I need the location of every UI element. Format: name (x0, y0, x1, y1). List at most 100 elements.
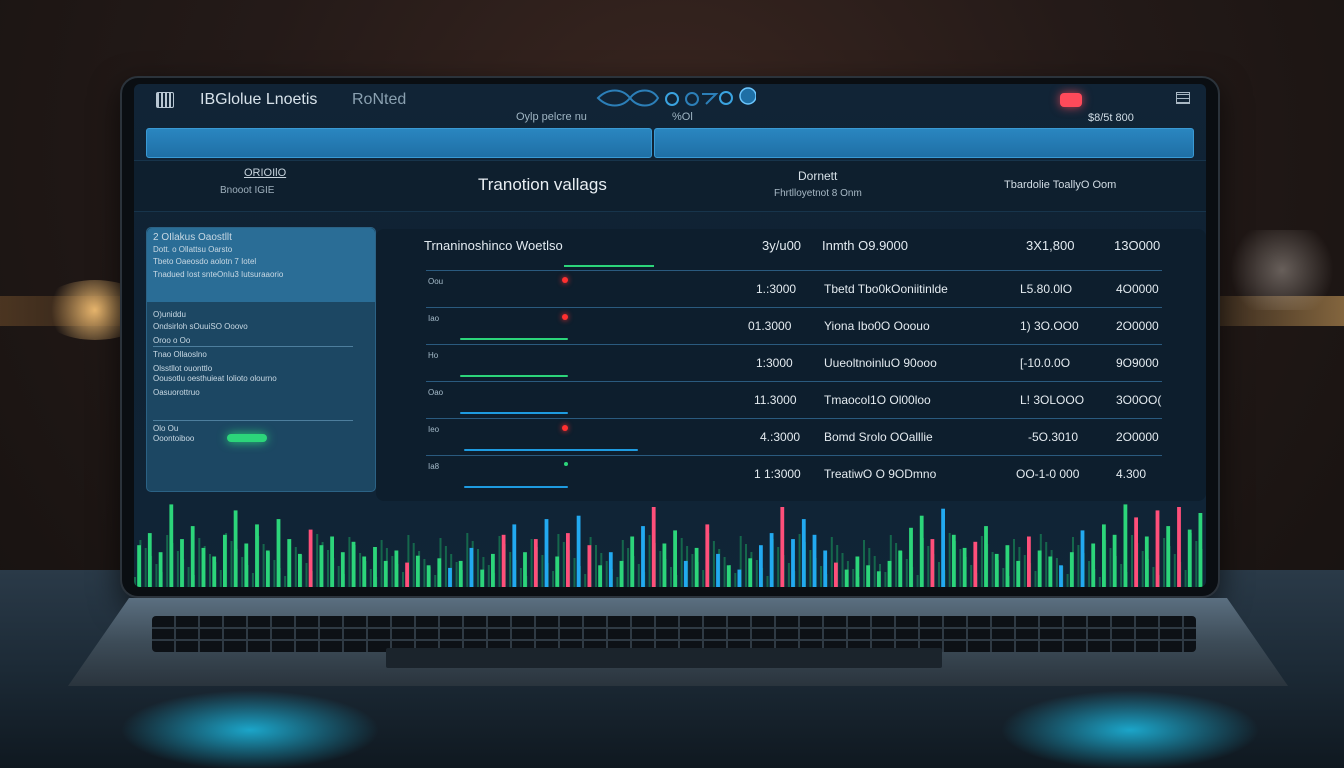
chart-background-bar (273, 560, 276, 587)
menu-icon[interactable] (1176, 92, 1190, 104)
chart-background-bar (412, 543, 415, 587)
app-logo-icon[interactable] (156, 92, 174, 108)
row-progress-bar (460, 375, 568, 377)
chart-bar (1177, 507, 1181, 587)
details-line: Ooontoiboo (153, 434, 195, 443)
center-subtitle-2: %Ol (672, 111, 693, 123)
chart-bar (351, 541, 356, 587)
chart-bar (834, 562, 838, 587)
status-dot (564, 462, 568, 466)
chart-background-bar (905, 559, 908, 587)
summary-right-title: Dornett (798, 169, 838, 183)
details-line: Dott. o Ollattsu Oarsto (153, 245, 233, 254)
row-value: 11.3000 (754, 393, 797, 407)
chart-bar (791, 539, 795, 587)
column-header[interactable]: Inmth O9.9000 (822, 238, 908, 253)
summary-left-title[interactable]: ORIOIlO (244, 167, 287, 179)
alert-badge[interactable] (1060, 93, 1082, 107)
chart-background-bar (1163, 538, 1166, 587)
chart-bar (480, 569, 485, 587)
details-line: Oousotlu oesthuieat Iolioto olourno (153, 374, 277, 383)
brand-logo-icon (596, 87, 756, 107)
chart-bar (405, 562, 409, 587)
row-progress-bar (460, 338, 568, 340)
chart-background-bar (605, 561, 608, 587)
chart-bar (147, 533, 152, 587)
row-value: -5O.3010 (1028, 430, 1079, 444)
center-subtitle: Oylp pelcre nu (516, 111, 587, 123)
search-bar-left[interactable] (146, 128, 652, 158)
chart-background-bar (219, 570, 222, 587)
column-header[interactable]: Trnaninoshinco Woetlso (424, 238, 563, 253)
chart-bar (287, 539, 292, 587)
chart-background-bar (841, 553, 844, 587)
table-row[interactable]: Oao 11.3000 Tmaocol1O Ol00loo L! 3OLOOO … (426, 381, 1162, 418)
chart-bar (308, 529, 313, 587)
details-panel: 2 OIlakus Oaostllt Dott. o Ollattsu Oars… (146, 227, 376, 492)
chart-background-bar (1098, 577, 1101, 587)
chart-background-bar (251, 573, 254, 587)
table-row[interactable]: Oou 1.:3000 Tbetd Tbo0kOoniitinlde L5.80… (426, 270, 1162, 307)
row-value: [-10.0.0O (1020, 356, 1071, 370)
chart-background-bar (970, 565, 973, 587)
chart-background-bar (1077, 545, 1080, 587)
search-bar-right[interactable] (654, 128, 1194, 158)
chart-bar (223, 534, 227, 587)
chart-bar (158, 552, 163, 587)
chart-background-bar (423, 559, 426, 587)
chart-bar (576, 515, 581, 587)
chart-bar (1144, 536, 1149, 587)
column-header[interactable]: 3X1,800 (1026, 238, 1075, 253)
chart-bar (212, 556, 217, 587)
chart-background-bar (873, 556, 876, 587)
top-bar: IBGlolue Lnoetis RoNted Oylp pelcre nu %… (134, 84, 1206, 124)
chart-bar (844, 569, 849, 587)
chart-bar (930, 539, 935, 587)
row-value: 1 1:3000 (754, 467, 801, 481)
chart-bar (544, 519, 549, 587)
chart-bar (866, 565, 870, 587)
app-title: IBGlolue Lnoetis (200, 91, 318, 108)
chart-background-bar (1184, 570, 1187, 587)
activity-chart (134, 504, 1203, 587)
chart-background-bar (820, 566, 823, 587)
status-dot (562, 277, 568, 283)
column-header[interactable]: 13O000 (1114, 238, 1161, 253)
laptop-screen: IBGlolue Lnoetis RoNted Oylp pelcre nu %… (134, 84, 1206, 587)
chart-background-bar (745, 544, 747, 587)
column-header[interactable]: 3y/u00 (762, 238, 802, 253)
chart-bar (255, 524, 259, 587)
chart-bar (909, 527, 913, 587)
chart-background-bar (155, 564, 158, 587)
chart-background-bar (444, 546, 447, 587)
chart-background-bar (852, 569, 855, 587)
table-row[interactable]: Iao 01.3000 Yiona Ibo0O Ooouo 1) 3O.OO0 … (426, 307, 1162, 344)
chart-bar (169, 504, 174, 587)
chart-background-bar (209, 554, 211, 587)
chart-background-bar (766, 576, 769, 587)
chart-bar (1005, 545, 1010, 587)
chart-background-bar (637, 564, 640, 587)
chart-bar (362, 556, 367, 587)
keyboard[interactable] (152, 616, 1196, 652)
table-row[interactable]: Ieo 4.:3000 Bomd Srolo OOalllie -5O.3010… (426, 418, 1162, 455)
chart-bar (201, 547, 206, 587)
chart-bar (523, 552, 527, 587)
chart-background-bar (552, 571, 555, 587)
chart-background-bar (739, 536, 742, 587)
chart-background-bar (691, 554, 694, 587)
chart-bar (566, 533, 570, 587)
table-row[interactable]: Ia8 1 1:3000 TreatiwO O 9ODmno OO-1-0 00… (426, 455, 1162, 492)
chart-background-bar (348, 537, 351, 587)
row-value: 2O0000 (1116, 319, 1159, 333)
chart-background-bar (627, 548, 630, 587)
row-description: Tbetd Tbo0kOoniitinlde (824, 282, 948, 296)
chart-background-bar (562, 542, 565, 587)
chart-bar (512, 524, 517, 587)
chart-bar (962, 547, 967, 587)
row-value: 9O9000 (1116, 356, 1159, 370)
trackpad[interactable] (386, 648, 942, 668)
table-row[interactable]: Ho 1:3000 UueoltnoinluO 90ooo [-10.0.0O … (426, 344, 1162, 381)
chart-bar (1069, 552, 1074, 587)
chart-bar (1016, 560, 1021, 587)
